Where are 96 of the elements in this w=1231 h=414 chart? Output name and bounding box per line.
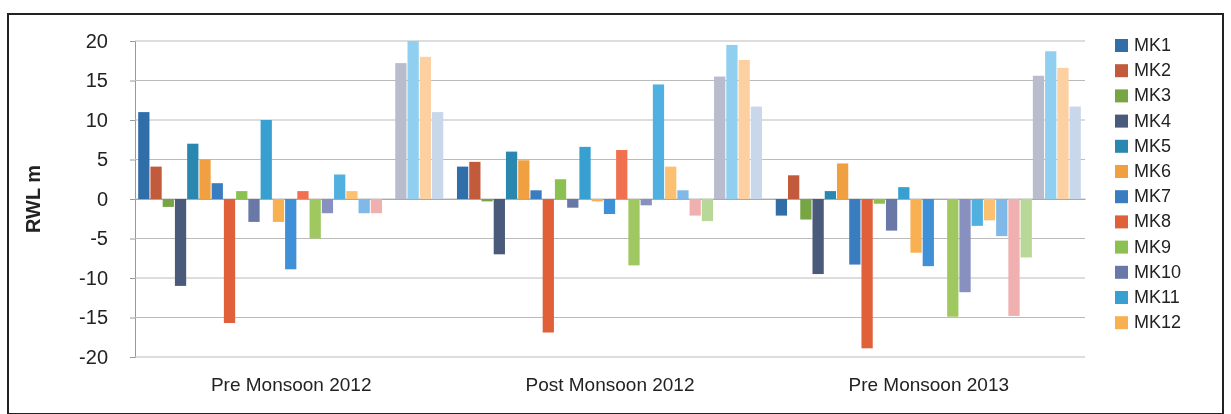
bar	[861, 199, 873, 349]
bar	[616, 150, 628, 199]
y-tick-label: 5	[96, 148, 108, 171]
bar	[554, 179, 567, 199]
legend-label: MK2	[1134, 60, 1172, 81]
bar	[334, 174, 346, 199]
legend-label: MK7	[1134, 186, 1172, 207]
y-tick-label: -5	[90, 227, 108, 250]
bar	[652, 84, 665, 199]
bar	[665, 166, 677, 199]
bar	[677, 190, 689, 199]
bar	[824, 191, 836, 199]
bar	[530, 190, 542, 199]
bar	[456, 166, 469, 199]
legend-label: MK9	[1134, 236, 1172, 257]
bar	[419, 56, 432, 199]
bar	[174, 199, 187, 286]
y-tick-label: 10	[85, 108, 108, 131]
y-axis-title: RWL m	[22, 164, 44, 234]
bar	[800, 199, 812, 220]
bar	[285, 199, 297, 270]
bar	[370, 199, 383, 214]
y-tick-label: -20	[79, 345, 108, 368]
bar	[603, 199, 616, 215]
x-tick-label: Pre Monsoon 2013	[848, 374, 1010, 395]
bar	[836, 163, 849, 199]
bar	[309, 199, 321, 239]
legend-label: MK10	[1134, 261, 1182, 282]
bar	[788, 175, 800, 199]
bar	[358, 199, 370, 214]
bar	[505, 151, 518, 199]
bar	[579, 146, 591, 199]
bar	[1045, 51, 1057, 199]
bar	[971, 199, 983, 226]
bar	[885, 199, 898, 231]
bar	[187, 143, 199, 199]
bar	[493, 199, 505, 255]
bar	[714, 76, 726, 199]
bar	[138, 112, 150, 199]
bar	[567, 199, 579, 208]
bar	[431, 112, 444, 199]
bar	[996, 199, 1008, 237]
bar	[1069, 106, 1081, 199]
x-tick-label: Pre Monsoon 2012	[210, 374, 372, 395]
bar	[248, 199, 260, 222]
y-tick-label: 0	[96, 187, 108, 210]
bar	[628, 199, 640, 266]
bar	[983, 199, 996, 221]
bar	[812, 199, 824, 275]
bar	[150, 166, 162, 199]
bar	[518, 160, 530, 199]
bar	[199, 159, 211, 199]
bar	[689, 199, 701, 216]
bar	[395, 63, 407, 199]
bar	[959, 199, 971, 293]
bar	[272, 199, 285, 222]
bar	[211, 183, 223, 199]
bar	[640, 199, 652, 206]
bar	[750, 106, 763, 199]
bar	[922, 199, 934, 267]
bar	[738, 59, 750, 199]
bar	[849, 199, 861, 265]
bar	[321, 199, 334, 214]
bar	[407, 41, 419, 199]
legend-label: MK12	[1134, 312, 1182, 333]
bar	[1008, 199, 1020, 316]
bar	[1020, 199, 1032, 258]
x-tick-label: Post Monsoon 2012	[525, 374, 695, 395]
bar	[726, 44, 738, 199]
y-tick-label: -10	[79, 266, 108, 289]
legend-label: MK11	[1134, 287, 1180, 307]
bar	[1032, 75, 1045, 199]
bar	[223, 199, 236, 324]
legend-label: MK3	[1134, 85, 1172, 106]
legend-label: MK8	[1134, 211, 1172, 232]
legend-label: MK5	[1134, 135, 1172, 156]
legend-label: MK6	[1134, 161, 1172, 181]
bar	[775, 199, 788, 216]
bar	[910, 199, 922, 253]
y-tick-label: 20	[85, 29, 108, 52]
bar	[236, 191, 248, 199]
bar	[542, 199, 554, 333]
bar	[162, 199, 174, 207]
bar	[297, 191, 309, 199]
y-tick-label: -15	[79, 306, 108, 329]
y-tick-label: 15	[85, 69, 108, 92]
bar	[873, 199, 885, 204]
legend-label: MK1	[1134, 35, 1172, 55]
bar	[701, 199, 714, 222]
bar	[947, 199, 959, 317]
bar	[898, 187, 910, 199]
bar	[1057, 67, 1069, 199]
bar	[260, 120, 272, 199]
bar	[469, 161, 481, 199]
bar	[346, 191, 358, 199]
legend-label: MK4	[1134, 110, 1172, 131]
